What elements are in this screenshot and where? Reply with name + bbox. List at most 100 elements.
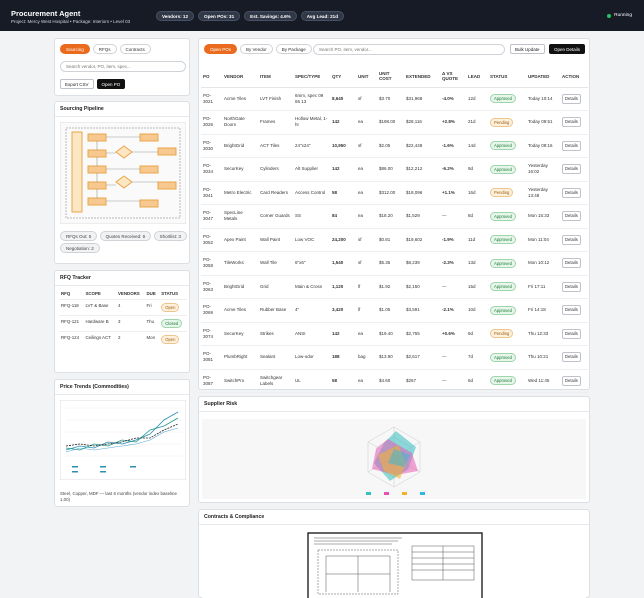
details-button[interactable]: Details (562, 258, 581, 269)
details-button[interactable]: Details (562, 352, 581, 363)
table-row[interactable]: PO-3063 BrightGrid Grid Main & Cross 1,120 lf… (201, 275, 588, 299)
po-delta: +2.8% (440, 110, 466, 135)
sourcing-nav-card: Sourcing RFQs Contracts Search vendor, P… (54, 38, 190, 96)
po-item: Frames (258, 110, 293, 135)
details-button[interactable]: Details (562, 117, 581, 128)
po-updated: Thu 12:33 (526, 322, 560, 346)
po-unit: ea (356, 110, 377, 135)
status-badge: Approved (490, 235, 516, 245)
po-extended: $8,239 (404, 251, 440, 276)
po-extended: $28,116 (404, 110, 440, 135)
table-row[interactable]: RFQ-124 Ceilings ACT 2 Mon Open (59, 331, 187, 347)
header-badges: Vendors: 12 Open POs: 31 Est. Savings: 4… (156, 11, 345, 21)
col-qty[interactable]: QTY (330, 66, 356, 88)
po-search-input[interactable]: Search PO, item, vendor... (313, 44, 505, 55)
details-button[interactable]: Details (562, 140, 581, 151)
details-button[interactable]: Details (562, 187, 581, 198)
table-row[interactable]: PO-3041 Metro Electric Card Readers Access … (201, 181, 588, 205)
col-vendor[interactable]: VENDOR (222, 66, 258, 88)
tab-rfqs[interactable]: RFQs (92, 44, 117, 54)
details-button[interactable]: Details (562, 305, 581, 316)
po-qty: 58 (330, 369, 356, 393)
details-button[interactable]: Details (562, 328, 581, 339)
col-updated[interactable]: UPDATED (526, 66, 560, 88)
bulk-update-button[interactable]: Bulk Update (510, 44, 545, 54)
contracts-title: Contracts & Compliance (199, 510, 589, 525)
po-lead: 15d (466, 275, 488, 299)
po-item: Card Readers (258, 181, 293, 205)
col-unit-cost[interactable]: UNIT COST (377, 66, 404, 88)
status-badge: Approved (490, 141, 516, 151)
savings-badge: Est. Savings: 4.6% (244, 11, 297, 21)
po-unit: ea (356, 204, 377, 229)
po-item: Rubber Base (258, 298, 293, 323)
po-unit-cost: $3.70 (377, 87, 404, 111)
status-badge: Approved (490, 258, 516, 268)
po-vendor: SecurKey (222, 322, 258, 346)
po-id: PO-3047 (201, 204, 222, 229)
po-unit: sf (356, 87, 377, 111)
po-extended: $2,755 (404, 322, 440, 346)
tab-contracts[interactable]: Contracts (119, 44, 151, 54)
details-button[interactable]: Details (562, 93, 581, 104)
po-table: PO VENDOR ITEM SPEC/TYPE QTY UNIT UNIT C… (201, 66, 588, 393)
po-table-header: PO VENDOR ITEM SPEC/TYPE QTY UNIT UNIT C… (201, 66, 588, 88)
table-row[interactable]: PO-3069 Acme Tiles Rubber Base 4" 3,420 lf $1.… (201, 298, 588, 323)
table-row[interactable]: RFQ-121 Hardware B 3 Thu Closed (59, 315, 187, 332)
open-po-button[interactable]: Open PO (96, 79, 126, 89)
export-csv-button[interactable]: Export CSV (60, 79, 94, 89)
table-row[interactable]: PO-3026 NorthGate Doors Frames Hollow Metal… (201, 110, 588, 135)
col-item[interactable]: ITEM (258, 66, 293, 88)
po-qty: 10,950 (330, 134, 356, 158)
col-lead[interactable]: LEAD (466, 66, 488, 88)
table-row[interactable]: PO-3081 PlumbRight Sealant Low-odor 188 bag $1… (201, 345, 588, 370)
details-button[interactable]: Details (562, 375, 581, 386)
col-extended[interactable]: EXTENDED (404, 66, 440, 88)
table-row[interactable]: PO-3047 SpecLine Metals Corner Guards SS 84 e… (201, 204, 588, 229)
po-delta: — (440, 345, 466, 370)
po-lead: 7d (466, 345, 488, 370)
details-button[interactable]: Details (562, 164, 581, 175)
po-qty: 142 (330, 322, 356, 346)
po-unit-cost: $312.00 (377, 181, 404, 205)
table-row[interactable]: PO-3030 BrightGrid ACT Tiles 24"x24" 10,950 s… (201, 134, 588, 158)
po-qty: 84 (330, 204, 356, 229)
rfq-vendors: 2 (116, 331, 145, 347)
rfq-due: Thu (144, 315, 160, 332)
table-row[interactable]: PO-3034 SecurKey Cylinders Alt Supplier 142 e… (201, 157, 588, 182)
open-details-button[interactable]: Open Details (549, 44, 586, 54)
po-vendor: BrightGrid (222, 275, 258, 299)
left-search-input[interactable]: Search vendor, PO, item, spec... (60, 61, 186, 72)
col-status[interactable]: STATUS (488, 66, 526, 88)
po-lead: 9d (466, 322, 488, 346)
tab-sourcing[interactable]: Sourcing (60, 44, 90, 54)
rfq-scope: Hardware B (83, 315, 116, 332)
po-unit-cost: $198.00 (377, 110, 404, 135)
tab-by-vendor[interactable]: By Vendor (240, 44, 273, 54)
pipeline-flowchart (60, 122, 186, 224)
po-delta: — (440, 369, 466, 393)
tab-by-package[interactable]: By Package (275, 44, 312, 54)
details-button[interactable]: Details (562, 281, 581, 292)
table-row[interactable]: PO-3021 Acme Tiles LVT Finish 6mm, spec 09 … (201, 87, 588, 111)
supplier-risk-title: Supplier Risk (199, 397, 589, 412)
po-unit-cost: $18.20 (377, 204, 404, 229)
col-delta[interactable]: Δ VS QUOTE (440, 66, 466, 88)
price-trends-title: Price Trends (Commodities) (55, 380, 189, 395)
details-button[interactable]: Details (562, 234, 581, 245)
table-row[interactable]: PO-3074 SecurKey Strikes ANSI 142 ea $19.40 $2,… (201, 322, 588, 346)
project-subtitle: Project: Mercy West Hospital • Package: … (11, 19, 131, 24)
po-spec: 6"x6" (293, 251, 330, 276)
po-vendor: BrightGrid (222, 134, 258, 158)
col-po[interactable]: PO (201, 66, 222, 88)
po-qty: 58 (330, 181, 356, 205)
tab-open-pos[interactable]: Open POs (204, 44, 238, 54)
details-button[interactable]: Details (562, 211, 581, 222)
table-row[interactable]: PO-3087 SwitchPro Switchgear Labels UL 58 ea $… (201, 369, 588, 393)
po-vendor: PlumbRight (222, 345, 258, 370)
table-row[interactable]: PO-3058 TileWorks Wall Tile 6"x6" 1,540 sf $5.… (201, 251, 588, 276)
col-unit[interactable]: UNIT (356, 66, 377, 88)
col-spec[interactable]: SPEC/TYPE (293, 66, 330, 88)
table-row[interactable]: PO-3052 Apex Paint Wall Paint Low VOC 24,200… (201, 228, 588, 252)
table-row[interactable]: RFQ-118 LVT & Base 4 Fri Open (59, 299, 187, 316)
